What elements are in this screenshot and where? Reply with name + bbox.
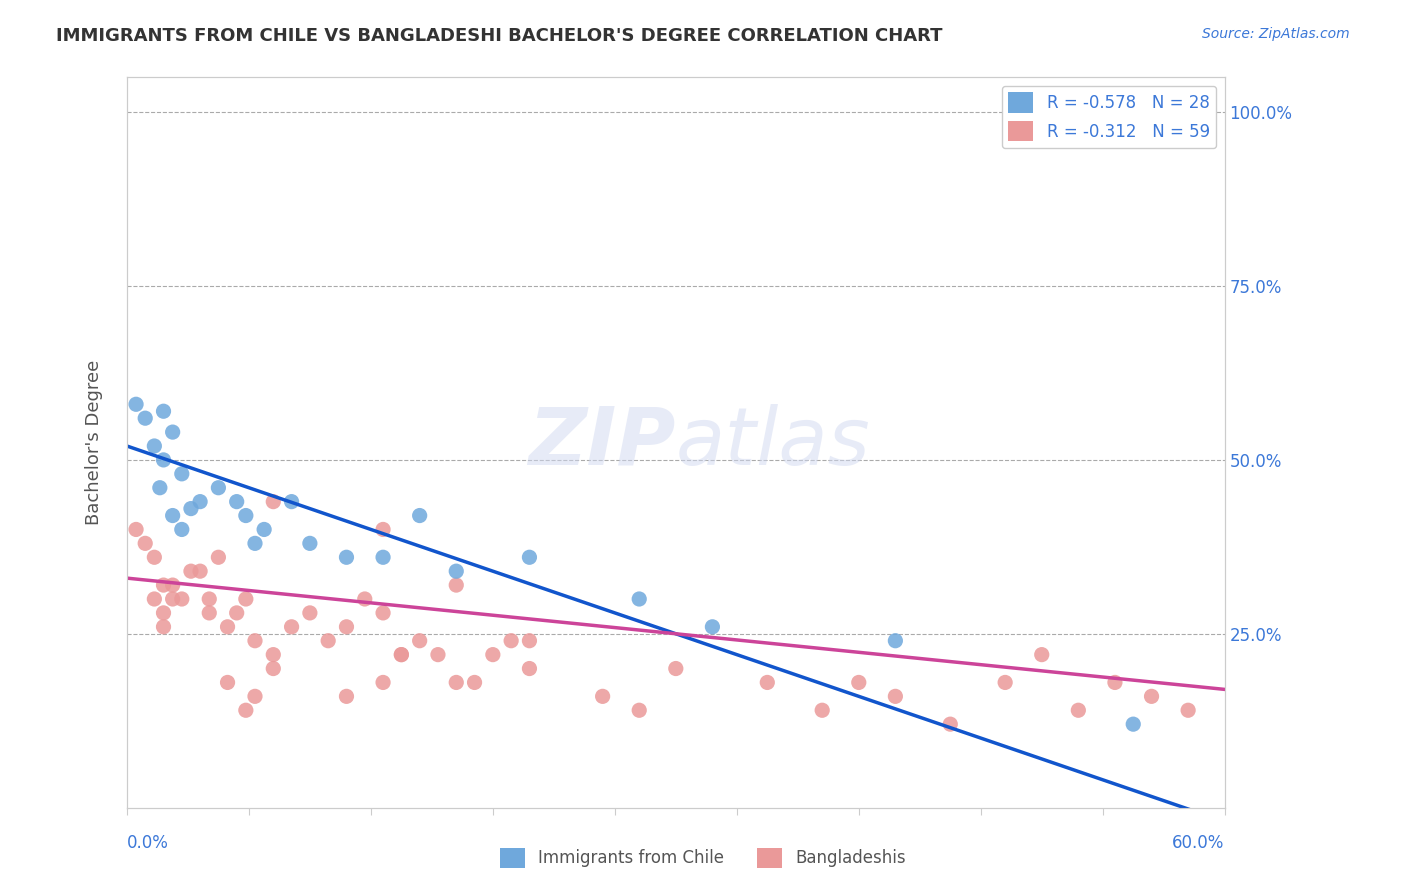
Point — [592, 690, 614, 704]
Point — [628, 592, 651, 607]
Point — [1104, 675, 1126, 690]
Text: 0.0%: 0.0% — [127, 834, 169, 853]
Point — [152, 404, 174, 418]
Point — [389, 648, 412, 662]
Y-axis label: Bachelor's Degree: Bachelor's Degree — [86, 359, 103, 525]
Point — [207, 481, 229, 495]
Point — [162, 425, 184, 439]
Point — [702, 620, 724, 634]
Point — [408, 633, 430, 648]
Point — [298, 606, 321, 620]
Point — [446, 564, 468, 578]
Point — [335, 550, 357, 565]
Point — [235, 703, 257, 717]
Point — [162, 508, 184, 523]
Point — [152, 606, 174, 620]
Point — [262, 661, 284, 675]
Legend: Immigrants from Chile, Bangladeshis: Immigrants from Chile, Bangladeshis — [494, 841, 912, 875]
Point — [262, 494, 284, 508]
Point — [143, 592, 166, 607]
Point — [756, 675, 779, 690]
Point — [939, 717, 962, 731]
Point — [125, 397, 148, 411]
Point — [217, 675, 239, 690]
Point — [1122, 717, 1144, 731]
Point — [198, 606, 221, 620]
Point — [884, 690, 907, 704]
Point — [180, 564, 202, 578]
Point — [243, 633, 266, 648]
Point — [519, 661, 541, 675]
Point — [134, 411, 156, 425]
Point — [371, 606, 394, 620]
Point — [446, 578, 468, 592]
Point — [464, 675, 486, 690]
Point — [170, 523, 193, 537]
Point — [353, 592, 375, 607]
Point — [180, 501, 202, 516]
Point — [298, 536, 321, 550]
Point — [335, 690, 357, 704]
Point — [262, 648, 284, 662]
Point — [152, 620, 174, 634]
Point — [1177, 703, 1199, 717]
Point — [519, 550, 541, 565]
Point — [426, 648, 449, 662]
Point — [217, 620, 239, 634]
Text: 60.0%: 60.0% — [1173, 834, 1225, 853]
Point — [628, 703, 651, 717]
Point — [1067, 703, 1090, 717]
Point — [188, 494, 211, 508]
Text: IMMIGRANTS FROM CHILE VS BANGLADESHI BACHELOR'S DEGREE CORRELATION CHART: IMMIGRANTS FROM CHILE VS BANGLADESHI BAC… — [56, 27, 943, 45]
Point — [188, 564, 211, 578]
Point — [408, 508, 430, 523]
Text: ZIP: ZIP — [529, 403, 676, 482]
Point — [848, 675, 870, 690]
Text: atlas: atlas — [676, 403, 870, 482]
Point — [335, 620, 357, 634]
Point — [225, 494, 247, 508]
Point — [884, 633, 907, 648]
Point — [143, 439, 166, 453]
Point — [170, 592, 193, 607]
Point — [170, 467, 193, 481]
Point — [253, 523, 276, 537]
Point — [225, 606, 247, 620]
Point — [389, 648, 412, 662]
Point — [125, 523, 148, 537]
Point — [207, 550, 229, 565]
Text: Source: ZipAtlas.com: Source: ZipAtlas.com — [1202, 27, 1350, 41]
Point — [519, 633, 541, 648]
Point — [152, 578, 174, 592]
Point — [152, 453, 174, 467]
Point — [994, 675, 1017, 690]
Point — [280, 620, 302, 634]
Point — [162, 578, 184, 592]
Point — [143, 550, 166, 565]
Point — [134, 536, 156, 550]
Point — [446, 675, 468, 690]
Point — [162, 592, 184, 607]
Point — [316, 633, 339, 648]
Point — [482, 648, 505, 662]
Legend: R = -0.578   N = 28, R = -0.312   N = 59: R = -0.578 N = 28, R = -0.312 N = 59 — [1001, 86, 1216, 148]
Point — [1140, 690, 1163, 704]
Point — [243, 690, 266, 704]
Point — [811, 703, 834, 717]
Point — [371, 523, 394, 537]
Point — [501, 633, 523, 648]
Point — [280, 494, 302, 508]
Point — [235, 508, 257, 523]
Point — [1031, 648, 1053, 662]
Point — [243, 536, 266, 550]
Point — [665, 661, 688, 675]
Point — [198, 592, 221, 607]
Point — [235, 592, 257, 607]
Point — [371, 675, 394, 690]
Point — [371, 550, 394, 565]
Point — [149, 481, 172, 495]
